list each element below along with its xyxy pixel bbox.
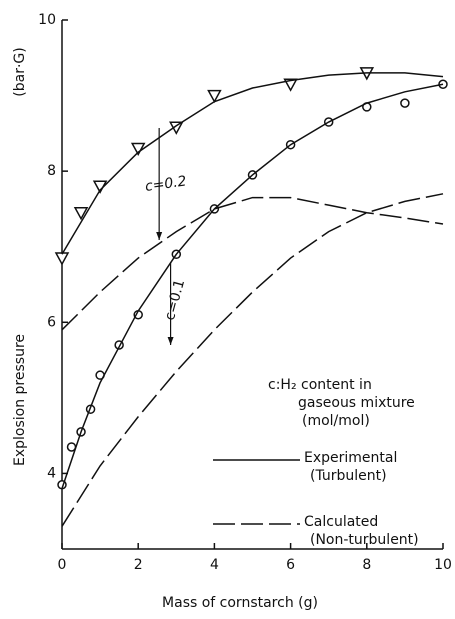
- legend-label: (Turbulent): [310, 468, 387, 484]
- curve: [61, 193, 444, 527]
- y-axis-unit: (bar·G): [12, 47, 28, 96]
- annotation: c=0.2: [144, 173, 188, 195]
- triangle-marker: [54, 252, 70, 266]
- x-tick-label: 0: [58, 557, 67, 573]
- x-tick-label: 8: [362, 557, 371, 573]
- x-tick-label: 4: [210, 557, 219, 573]
- y-axis-label: Explosion pressure: [12, 334, 28, 466]
- y-tick-label: 4: [47, 465, 56, 481]
- curve: [61, 196, 444, 331]
- legend-label: (Non-turbulent): [310, 532, 419, 548]
- y-tick-label: 6: [47, 314, 56, 330]
- arrow-head: [156, 232, 163, 240]
- y-tick-label: 10: [38, 12, 56, 28]
- arrow-head: [167, 337, 174, 345]
- circle-marker: [400, 98, 410, 108]
- annotation: c=0.1: [162, 278, 188, 322]
- legend-title: gaseous mixture: [298, 395, 415, 411]
- y-tick-label: 8: [47, 163, 56, 179]
- legend-title: (mol/mol): [302, 413, 370, 429]
- triangle-marker: [130, 142, 146, 157]
- x-tick-label: 6: [286, 557, 295, 573]
- legend-label: Experimental: [304, 450, 397, 466]
- triangle-marker: [207, 89, 222, 104]
- x-axis-label: Mass of cornstarch (g): [162, 595, 318, 611]
- curve: [61, 72, 444, 255]
- legend-title: c:H₂ content in: [268, 377, 372, 393]
- legend-label: Calculated: [304, 514, 378, 530]
- triangle-marker: [73, 206, 89, 221]
- x-tick-label: 2: [134, 557, 143, 573]
- x-tick-label: 10: [434, 557, 452, 573]
- curve: [61, 83, 444, 489]
- triangle-marker: [283, 78, 298, 92]
